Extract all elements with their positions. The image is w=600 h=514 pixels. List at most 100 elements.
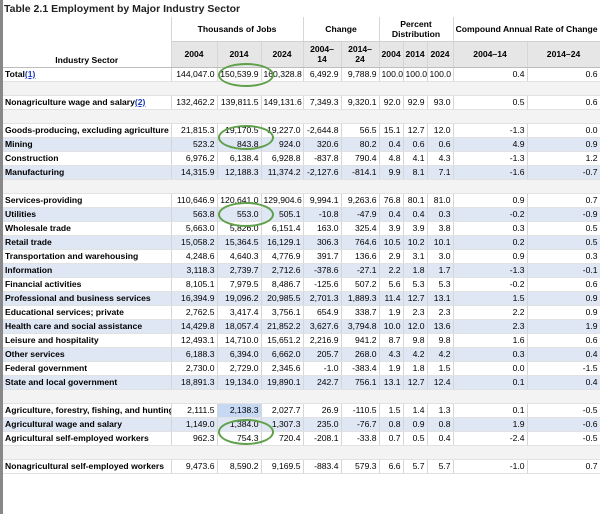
row-value: 15.1 xyxy=(379,123,404,138)
header-pct-2024: 2024 xyxy=(427,41,454,68)
row-value: 9,788.9 xyxy=(341,67,380,82)
row-value: 0.3 xyxy=(427,207,454,222)
header-industry-sector: Industry Sector xyxy=(3,17,172,68)
table-row: State and local government 18,891.3 19,134… xyxy=(3,375,600,390)
row-value: 19,227.0 xyxy=(261,123,304,138)
row-value: 4,248.6 xyxy=(171,249,218,264)
selected-value: 2,138.3 xyxy=(217,403,262,418)
row-value: -2,644.8 xyxy=(303,123,342,138)
row-value: 268.0 xyxy=(341,347,380,362)
row-value: 5.3 xyxy=(427,277,454,292)
row-value: 242.7 xyxy=(303,375,342,390)
row-value: 3.0 xyxy=(427,249,454,264)
table-row: Nonagriculture wage and salary(2) 132,462… xyxy=(3,95,600,110)
row-value: 6,492.9 xyxy=(303,67,342,82)
row-value: 3,417.4 xyxy=(217,305,262,320)
row-value: 1,384.0 xyxy=(217,417,262,432)
row-value: 563.8 xyxy=(171,207,218,222)
table-row: Nonagricultural self-employed workers 9,4… xyxy=(3,459,600,474)
row-value: -0.2 xyxy=(453,207,528,222)
row-value: -378.6 xyxy=(303,263,342,278)
row-value: 76.8 xyxy=(379,193,404,208)
row-value: 19,134.0 xyxy=(217,375,262,390)
row-value: 790.4 xyxy=(341,151,380,166)
row-label: Wholesale trade xyxy=(3,221,172,236)
row-value: 2.9 xyxy=(379,249,404,264)
row-value: 338.7 xyxy=(341,305,380,320)
page-left-edge xyxy=(0,0,3,514)
table-row: Goods-producing, excluding agriculture 21… xyxy=(3,123,600,138)
row-value: 80.1 xyxy=(403,193,428,208)
row-value: 0.9 xyxy=(453,249,528,264)
row-value: 2,762.5 xyxy=(171,305,218,320)
row-value: 0.4 xyxy=(379,137,404,152)
table-row: Wholesale trade 5,663.0 5,826.0 6,151.4 163.… xyxy=(3,221,600,236)
row-value: 6,188.3 xyxy=(171,347,218,362)
row-value: 2,027.7 xyxy=(261,403,304,418)
row-value: 163.0 xyxy=(303,221,342,236)
row-value: 120,641.0 xyxy=(217,193,262,208)
row-value: 0.3 xyxy=(527,249,600,264)
row-value: 0.4 xyxy=(379,207,404,222)
row-value: 0.6 xyxy=(527,277,600,292)
row-value: 1.5 xyxy=(379,403,404,418)
row-value: 9.9 xyxy=(379,165,404,180)
row-value: 3,118.3 xyxy=(171,263,218,278)
row-value: 0.7 xyxy=(527,193,600,208)
row-label: Educational services; private xyxy=(3,305,172,320)
row-value: 9,320.1 xyxy=(341,95,380,110)
row-value: 19,096.2 xyxy=(217,291,262,306)
row-label: Total(1) xyxy=(3,67,172,82)
row-value: 26.9 xyxy=(303,403,342,418)
row-value: 1.8 xyxy=(403,263,428,278)
row-value: 0.5 xyxy=(453,95,528,110)
row-value: 21,815.3 xyxy=(171,123,218,138)
row-value: 4,640.3 xyxy=(217,249,262,264)
row-value: 924.0 xyxy=(261,137,304,152)
row-label: Professional and business services xyxy=(3,291,172,306)
row-value: 13.1 xyxy=(427,291,454,306)
row-value: 11.4 xyxy=(379,291,404,306)
row-value: 205.7 xyxy=(303,347,342,362)
row-value: -1.3 xyxy=(453,123,528,138)
row-value: -0.6 xyxy=(527,417,600,432)
row-value: 2,216.9 xyxy=(303,333,342,348)
row-value: 1.9 xyxy=(527,319,600,334)
row-value: 391.7 xyxy=(303,249,342,264)
row-value: 14,315.9 xyxy=(171,165,218,180)
spacer-row xyxy=(3,179,600,194)
row-value: 160,328.8 xyxy=(261,67,304,82)
footnote-link[interactable]: (1) xyxy=(24,69,36,79)
row-value: -1.0 xyxy=(453,459,528,474)
row-value: -33.8 xyxy=(341,431,380,446)
row-value: 2.3 xyxy=(427,305,454,320)
row-value: 523.2 xyxy=(171,137,218,152)
row-value: 12.0 xyxy=(427,123,454,138)
row-value: -110.5 xyxy=(341,403,380,418)
row-value: 2,345.6 xyxy=(261,361,304,376)
row-value: 139,811.5 xyxy=(217,95,262,110)
row-value: 0.1 xyxy=(453,403,528,418)
row-value: 5.7 xyxy=(427,459,454,474)
row-value: 20,985.5 xyxy=(261,291,304,306)
row-value: 8.7 xyxy=(379,333,404,348)
row-value: 12.7 xyxy=(403,123,428,138)
row-value: 9.8 xyxy=(427,333,454,348)
row-value: 9,473.6 xyxy=(171,459,218,474)
row-value: 1.9 xyxy=(379,361,404,376)
row-value: -47.9 xyxy=(341,207,380,222)
header-change-2004-14: 2004–14 xyxy=(303,41,342,68)
row-value: -1.3 xyxy=(453,263,528,278)
row-value: 5,663.0 xyxy=(171,221,218,236)
footnote-link[interactable]: (2) xyxy=(134,97,146,107)
row-value: 4.1 xyxy=(403,151,428,166)
row-value: -383.4 xyxy=(341,361,380,376)
row-value: 579.3 xyxy=(341,459,380,474)
row-value: 9.8 xyxy=(403,333,428,348)
row-value: 2.3 xyxy=(403,305,428,320)
row-value: 3,794.8 xyxy=(341,319,380,334)
row-value: 3.9 xyxy=(403,221,428,236)
row-value: -125.6 xyxy=(303,277,342,292)
row-value: 18,891.3 xyxy=(171,375,218,390)
table-row: Health care and social assistance 14,429.… xyxy=(3,319,600,334)
